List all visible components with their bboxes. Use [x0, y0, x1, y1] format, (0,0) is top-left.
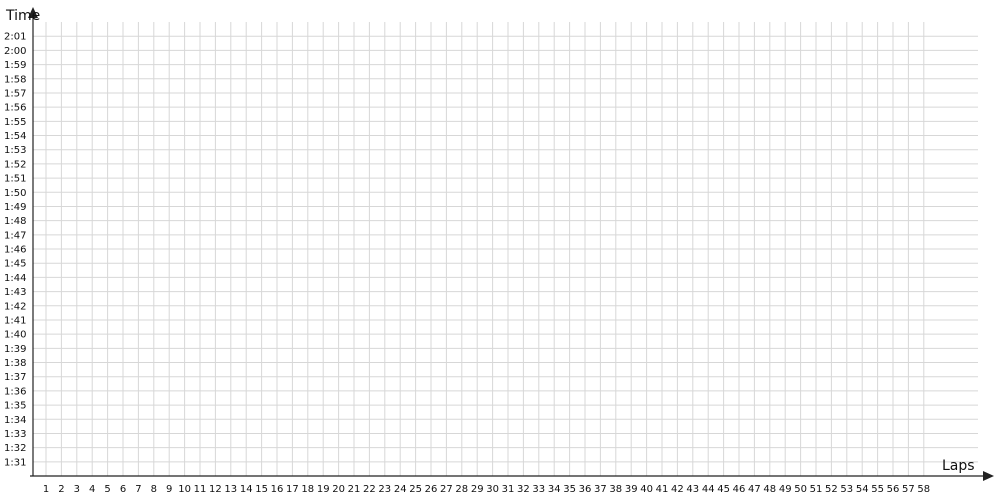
y-tick-label: 1:51: [4, 174, 26, 185]
y-tick-label: 1:59: [4, 60, 26, 71]
x-tick-label: 26: [425, 484, 438, 495]
y-tick-label: 1:35: [4, 401, 26, 412]
x-tick-label: 14: [240, 484, 253, 495]
x-tick-label: 43: [686, 484, 699, 495]
x-tick-label: 3: [74, 484, 80, 495]
x-tick-label: 7: [135, 484, 141, 495]
y-tick-label: 1:53: [4, 145, 26, 156]
y-tick-label: 1:32: [4, 443, 26, 454]
x-tick-label: 6: [120, 484, 126, 495]
x-tick-label: 5: [104, 484, 110, 495]
y-tick-label: 1:43: [4, 287, 26, 298]
x-tick-label: 49: [779, 484, 792, 495]
x-tick-label: 12: [209, 484, 222, 495]
y-tick-label: 1:33: [4, 429, 26, 440]
y-tick-label: 1:50: [4, 188, 26, 199]
x-tick-label: 42: [671, 484, 684, 495]
y-tick-label: 1:52: [4, 159, 26, 170]
x-tick-label: 50: [794, 484, 807, 495]
y-tick-label: 1:31: [4, 457, 26, 468]
y-tick-label: 1:58: [4, 74, 26, 85]
x-tick-label: 31: [502, 484, 515, 495]
x-tick-label: 18: [301, 484, 314, 495]
y-axis-arrow-icon: [28, 7, 38, 18]
y-tick-label: 1:48: [4, 216, 26, 227]
x-tick-label: 35: [563, 484, 576, 495]
y-tick-label: 1:49: [4, 202, 26, 213]
x-tick-label: 44: [702, 484, 715, 495]
y-tick-label: 1:38: [4, 358, 26, 369]
x-tick-label: 55: [871, 484, 884, 495]
x-tick-label: 10: [178, 484, 191, 495]
x-tick-label: 25: [409, 484, 422, 495]
x-tick-label: 9: [166, 484, 172, 495]
x-tick-label: 58: [917, 484, 930, 495]
x-tick-label: 23: [378, 484, 391, 495]
y-axis-title: Time: [5, 8, 40, 24]
x-axis-arrow-icon: [983, 471, 994, 481]
x-tick-label: 52: [825, 484, 838, 495]
y-tick-label: 1:42: [4, 301, 26, 312]
y-tick-label: 1:34: [4, 415, 26, 426]
y-tick-label: 1:55: [4, 117, 26, 128]
x-tick-label: 51: [810, 484, 823, 495]
y-tick-label: 1:45: [4, 259, 26, 270]
x-tick-label: 20: [332, 484, 345, 495]
x-tick-label: 53: [840, 484, 853, 495]
y-tick-label: 2:00: [4, 46, 26, 57]
x-tick-label: 41: [656, 484, 669, 495]
x-tick-label: 34: [548, 484, 561, 495]
y-tick-label: 1:56: [4, 103, 26, 114]
x-tick-label: 45: [717, 484, 730, 495]
y-tick-label: 1:39: [4, 344, 26, 355]
axes: Time Laps: [5, 7, 994, 481]
x-tick-label: 1: [43, 484, 49, 495]
x-tick-label: 19: [317, 484, 330, 495]
x-tick-label: 16: [271, 484, 284, 495]
x-tick-label: 54: [856, 484, 869, 495]
x-tick-label: 28: [455, 484, 468, 495]
x-tick-label: 39: [625, 484, 638, 495]
x-tick-label: 13: [224, 484, 237, 495]
x-tick-label: 21: [348, 484, 361, 495]
x-tick-label: 11: [194, 484, 207, 495]
y-tick-label: 1:46: [4, 245, 26, 256]
y-tick-label: 1:44: [4, 273, 26, 284]
grid: [33, 22, 978, 476]
y-tick-label: 1:57: [4, 88, 26, 99]
x-tick-label: 46: [733, 484, 746, 495]
tick-labels: 1:31 1:32 1:33 1:34 1:35 1:36 1:37 1:38 1:39 1:40…: [4, 32, 930, 495]
x-tick-label: 15: [255, 484, 268, 495]
y-tick-label: 1:41: [4, 315, 26, 326]
x-tick-label: 37: [594, 484, 607, 495]
x-tick-label: 17: [286, 484, 299, 495]
x-tick-label: 38: [609, 484, 622, 495]
x-tick-label: 57: [902, 484, 915, 495]
x-tick-label: 8: [151, 484, 157, 495]
x-tick-label: 40: [640, 484, 653, 495]
y-tick-label: 1:37: [4, 372, 26, 383]
x-tick-label: 36: [579, 484, 592, 495]
y-tick-label: 2:01: [4, 32, 26, 43]
x-axis-title: Laps: [942, 458, 975, 474]
y-tick-label: 1:36: [4, 386, 26, 397]
x-tick-label: 29: [471, 484, 484, 495]
x-tick-label: 2: [58, 484, 64, 495]
x-tick-label: 22: [363, 484, 376, 495]
x-tick-label: 47: [748, 484, 761, 495]
x-tick-label: 56: [887, 484, 900, 495]
y-tick-label: 1:40: [4, 330, 26, 341]
x-tick-label: 32: [517, 484, 530, 495]
y-tick-label: 1:54: [4, 131, 26, 142]
x-tick-label: 27: [440, 484, 453, 495]
x-tick-label: 33: [532, 484, 545, 495]
x-tick-label: 4: [89, 484, 95, 495]
x-tick-label: 30: [486, 484, 499, 495]
x-tick-label: 24: [394, 484, 407, 495]
y-tick-label: 1:47: [4, 230, 26, 241]
x-tick-label: 48: [763, 484, 776, 495]
